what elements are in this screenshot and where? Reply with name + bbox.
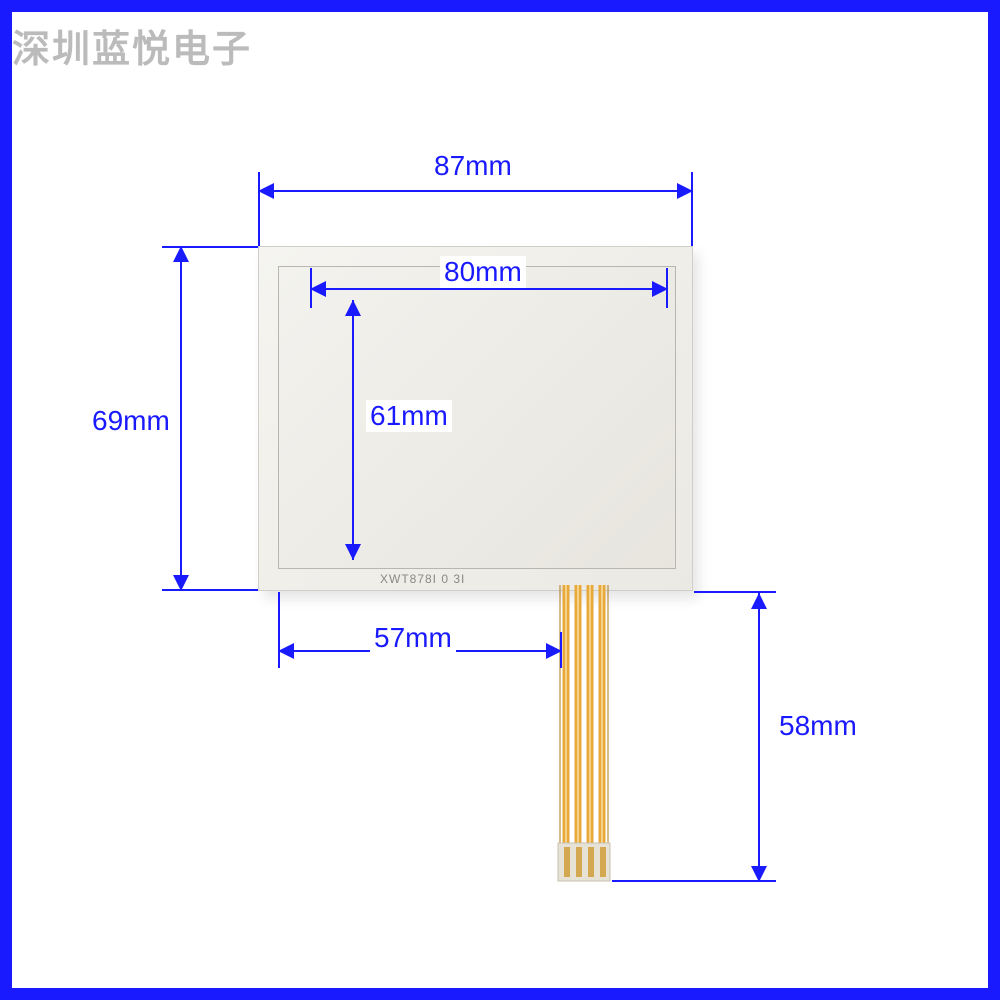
dim-61mm-label: 61mm: [366, 400, 452, 432]
part-code-label: XWT878I 0 3I: [380, 572, 465, 586]
dim-80mm-line: [310, 288, 668, 290]
dim-87mm-line: [258, 190, 693, 192]
dim-58mm-arrow-top: [751, 593, 767, 609]
dim-61mm-arrow-bot: [345, 544, 361, 560]
dim-69mm-label: 69mm: [88, 405, 174, 437]
dim-87mm-label: 87mm: [430, 150, 516, 182]
dim-61mm-line: [352, 300, 354, 560]
dim-57mm-label: 57mm: [370, 622, 456, 654]
dim-69mm-arrow-bot: [173, 575, 189, 591]
dim-58mm-line: [758, 593, 760, 882]
dim-80mm-arrow-left: [310, 281, 326, 297]
dim-69mm-line: [180, 246, 182, 591]
dim-58mm-arrow-bot: [751, 866, 767, 882]
panel-inner-active-area: [278, 266, 676, 569]
dim-80mm-label: 80mm: [440, 256, 526, 288]
dim-87mm-arrow-right: [677, 183, 693, 199]
watermark-text: 深圳蓝悦电子: [12, 18, 252, 73]
dim-61mm-arrow-top: [345, 300, 361, 316]
dim-87mm-arrow-left: [258, 183, 274, 199]
dim-57mm-arrow-right: [546, 643, 562, 659]
dim-58mm-label: 58mm: [775, 710, 861, 742]
dim-80mm-arrow-right: [652, 281, 668, 297]
flex-cable: [556, 585, 612, 885]
dim-69mm-arrow-top: [173, 246, 189, 262]
dim-57mm-arrow-left: [278, 643, 294, 659]
